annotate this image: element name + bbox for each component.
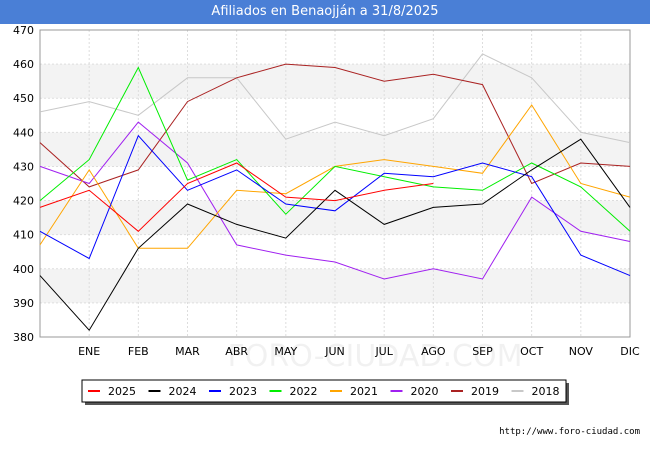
legend-label-2018: 2018 [532,385,560,398]
x-tick-label: AGO [421,345,446,358]
source-url[interactable]: http://www.foro-ciudad.com [499,427,640,437]
x-tick-label: MAR [175,345,200,358]
x-tick-label: SEP [472,345,493,358]
chart-title: Afiliados en Benaojján a 31/8/2025 [211,4,439,19]
y-tick-label: 380 [13,331,34,344]
y-tick-label: 420 [13,195,34,208]
plot-band [40,64,630,99]
series-line-2024 [39,138,631,332]
y-tick-label: 440 [13,126,34,139]
y-tick-label: 470 [13,24,34,37]
y-tick-label: 400 [13,263,34,276]
x-tick-label: ABR [225,345,248,358]
legend-label-2023: 2023 [229,385,257,398]
legend-label-2019: 2019 [471,385,499,398]
series-line-2023 [39,134,631,277]
y-tick-label: 410 [13,229,34,242]
plot-band [40,268,630,303]
y-tick-label: 430 [13,160,34,173]
y-tick-label: 390 [13,297,34,310]
series-line-2019 [39,63,631,188]
plot-border [39,29,631,338]
legend-label-2025: 2025 [108,385,136,398]
x-tick-label: JUN [324,345,345,358]
legend-label-2020: 2020 [411,385,439,398]
legend-box [81,379,567,403]
series-line-2020 [39,121,631,280]
x-tick-label: OCT [520,345,543,358]
x-tick-label: JUL [374,345,393,358]
title-bar [0,0,650,24]
legend-label-2022: 2022 [290,385,318,398]
legend-label-2021: 2021 [350,385,378,398]
series-line-2025 [39,162,434,232]
legend-label-2024: 2024 [169,385,197,398]
watermark: FORO-CIUDAD.COM [228,339,523,374]
x-tick-label: FEB [128,345,149,358]
y-tick-label: 450 [13,92,34,105]
series-line-2018 [39,53,631,144]
x-tick-label: DIC [620,345,640,358]
x-tick-label: NOV [569,345,594,358]
y-tick-label: 460 [13,58,34,71]
plot-band [40,200,630,235]
x-tick-label: MAY [274,345,297,358]
x-tick-label: ENE [78,345,100,358]
series-line-2022 [39,66,631,232]
